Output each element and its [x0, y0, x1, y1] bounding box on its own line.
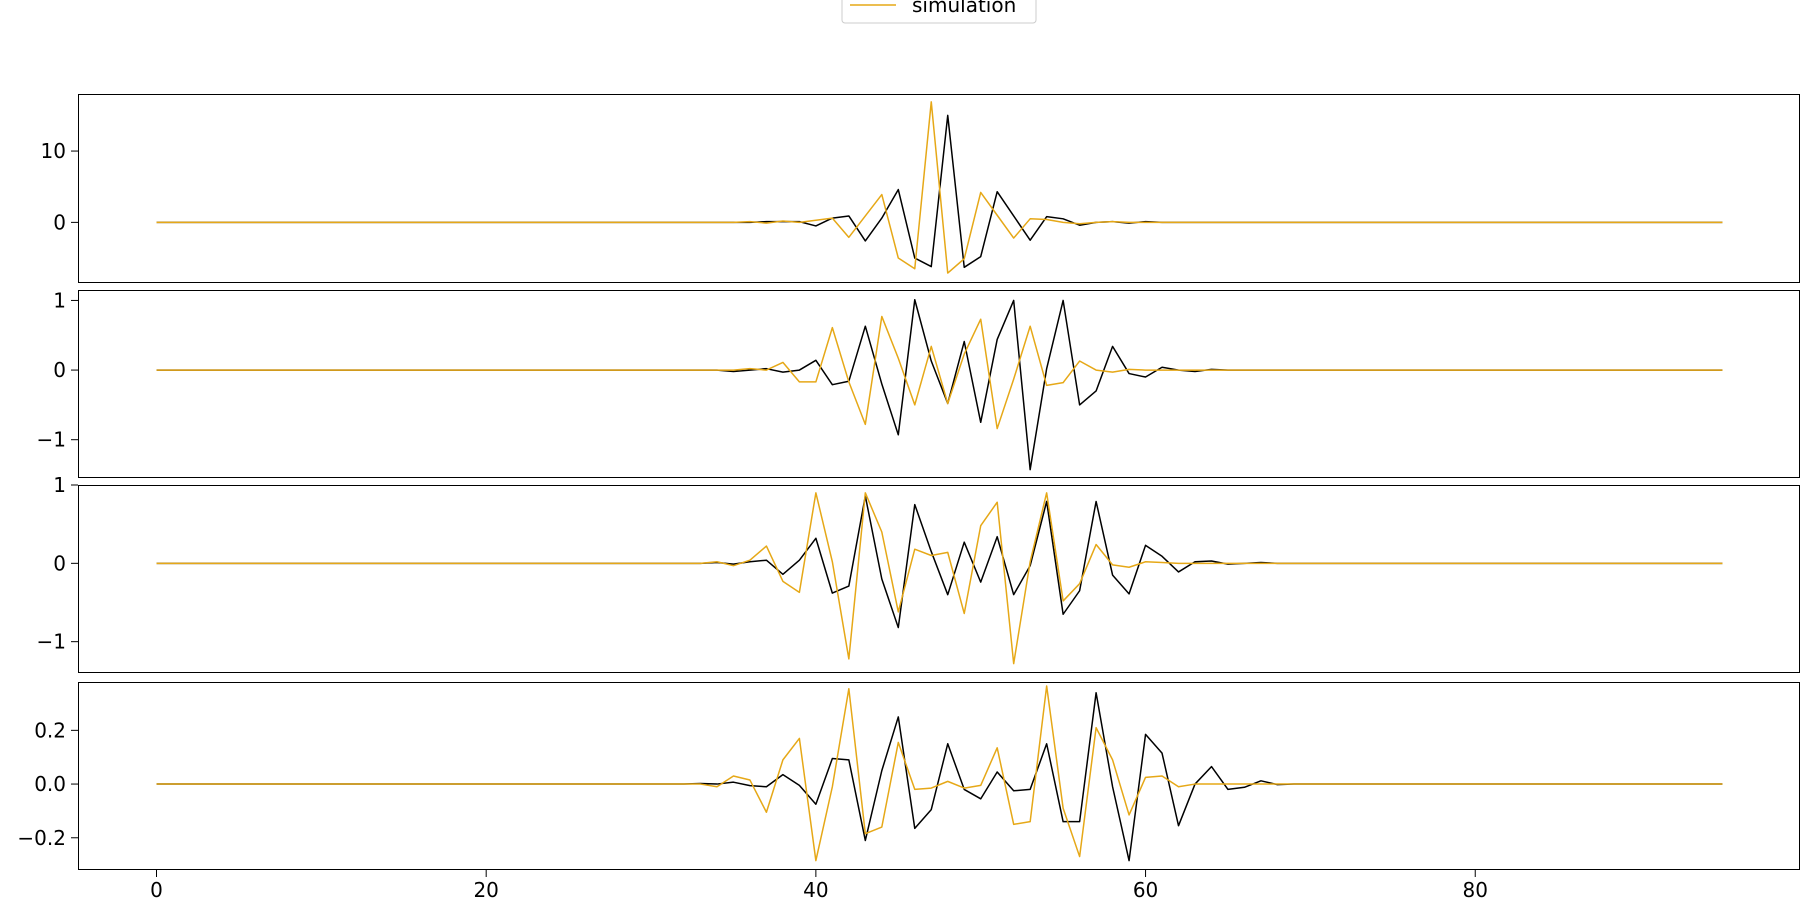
x-tick-label: 80 — [1463, 878, 1488, 900]
y-tick-label: 0.0 — [34, 772, 66, 796]
legend: simulation — [841, 0, 1037, 24]
y-tick-label: 0 — [53, 551, 66, 575]
panel-4: −0.2 0.0 0.2 0 20 40 60 80 — [17, 682, 1800, 902]
y-tick-label: 0 — [53, 210, 66, 234]
panel-4-black-series-line — [156, 691, 1723, 862]
x-tick-label: 40 — [803, 878, 828, 900]
panel-3-frame — [78, 485, 1800, 673]
y-tick-label: 0 — [53, 358, 66, 382]
panel-2-frame — [78, 290, 1800, 478]
y-tick-label: 1 — [53, 473, 66, 497]
y-tick-label: 10 — [41, 139, 66, 163]
y-tick-label: −1 — [37, 428, 66, 452]
legend-label-simulation: simulation — [912, 0, 1016, 17]
panel-2-simulation-line — [156, 315, 1723, 430]
panel-2-black-series-line — [156, 299, 1723, 471]
y-tick-label: −0.2 — [17, 826, 66, 850]
panel-4-simulation-line — [156, 685, 1723, 862]
panel-1: 0 10 — [41, 94, 1800, 283]
x-tick-label: 20 — [473, 878, 498, 900]
panel-3-simulation-line — [156, 492, 1723, 665]
y-tick-label: −1 — [37, 630, 66, 654]
panel-1-simulation-line — [156, 101, 1723, 274]
panel-3: −1 0 1 — [37, 473, 1800, 673]
y-tick-label: 0.2 — [34, 718, 66, 742]
x-tick-label: 60 — [1133, 878, 1158, 900]
y-tick-label: 1 — [53, 288, 66, 312]
x-tick-label: 0 — [150, 878, 163, 900]
panel-3-black-series-line — [156, 495, 1723, 629]
panel-2: −1 0 1 — [37, 288, 1800, 478]
